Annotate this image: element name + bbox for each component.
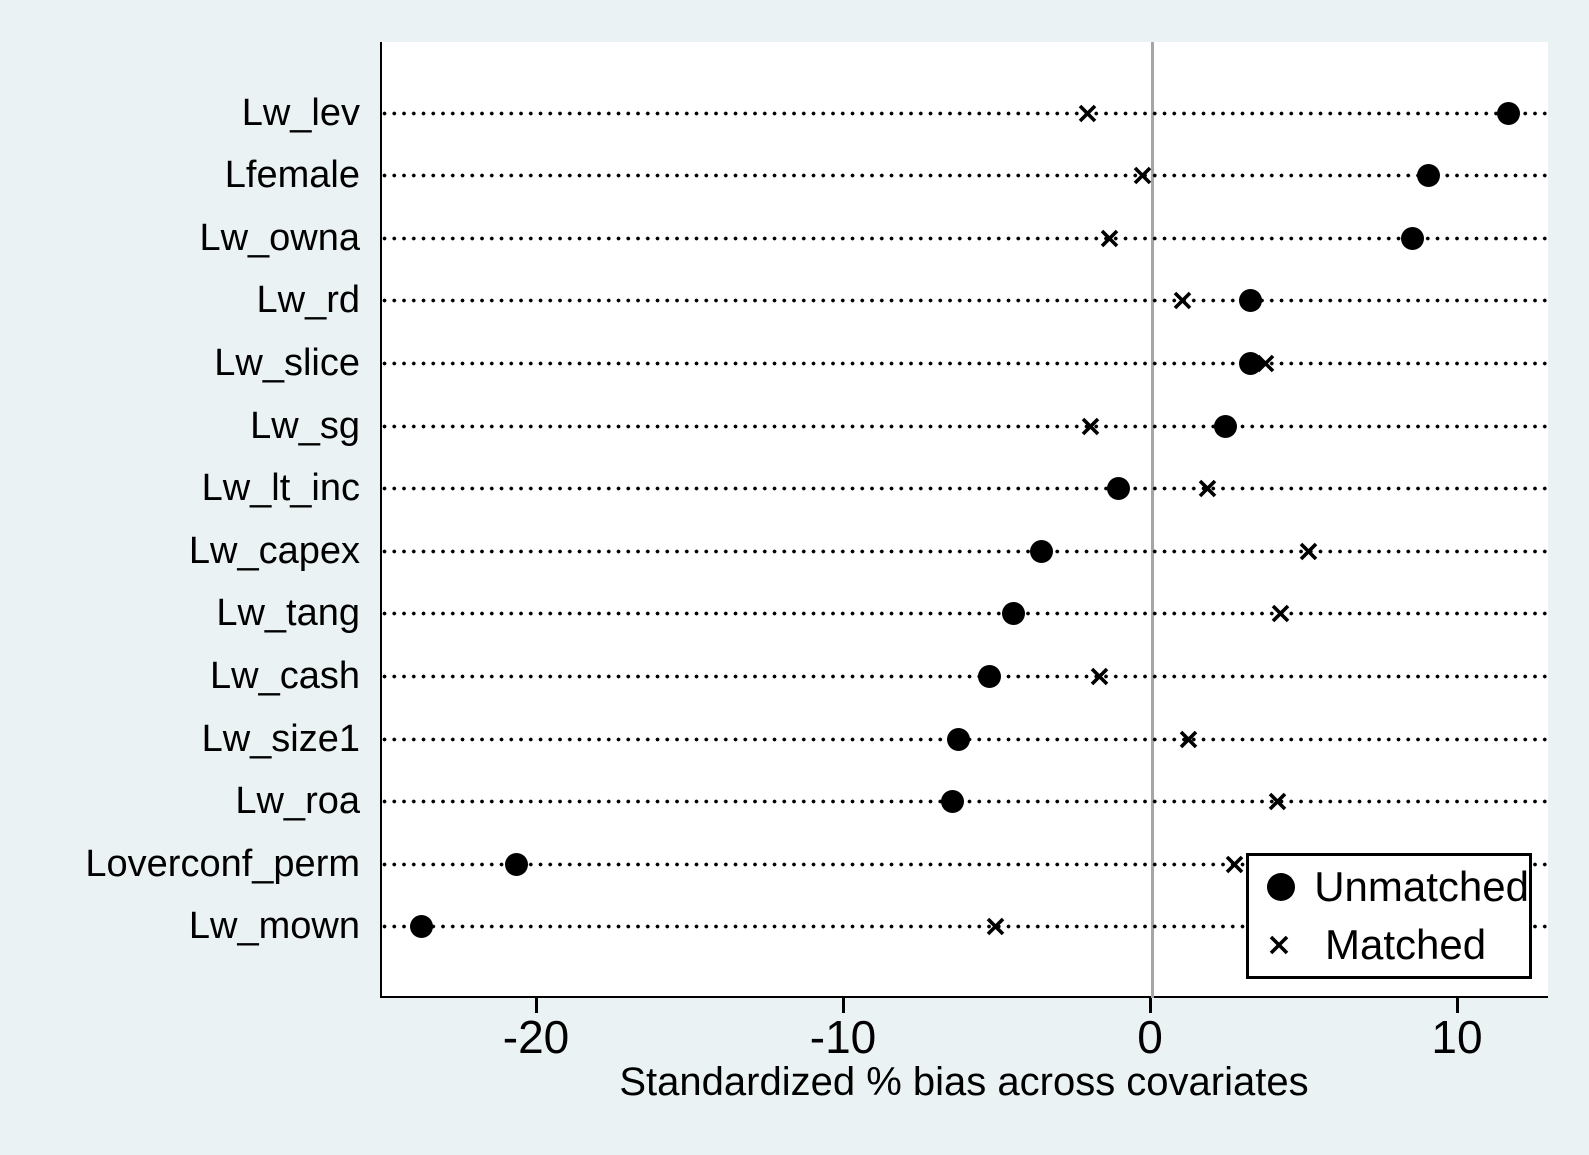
unmatched-marker: [1029, 539, 1053, 563]
legend-item-matched: Matched: [1267, 920, 1529, 970]
legend: Unmatched Matched: [1246, 853, 1532, 979]
matched-marker: [1197, 478, 1218, 499]
dotted-grid-row: [382, 360, 1548, 366]
x-axis-title: Standardized % bias across covariates: [619, 1060, 1309, 1104]
y-axis-label-Lw_tang: Lw_tang: [216, 592, 360, 635]
unmatched-marker: [1002, 602, 1026, 626]
unmatched-marker: [1401, 226, 1425, 250]
matched-marker: [1255, 353, 1276, 374]
matched-marker: [1224, 854, 1245, 875]
dotted-grid-row: [382, 611, 1548, 617]
dotted-grid-row: [382, 173, 1548, 179]
matched-marker: [1132, 165, 1153, 186]
matched-marker: [1080, 416, 1101, 437]
legend-label-unmatched: Unmatched: [1314, 863, 1529, 910]
plot-area: Unmatched Matched: [380, 42, 1548, 998]
x-axis-tick-label: -10: [809, 1011, 877, 1063]
unmatched-marker: [1416, 164, 1440, 188]
y-axis-label-Lw_owna: Lw_owna: [199, 216, 360, 259]
y-axis-label-Lw_lev: Lw_lev: [241, 91, 360, 134]
unmatched-marker: [409, 915, 433, 939]
dotted-grid-row: [382, 110, 1548, 116]
dotted-grid-row: [382, 799, 1548, 805]
x-axis-tick: [841, 998, 845, 1013]
y-axis-label-Lw_sg: Lw_sg: [250, 404, 360, 447]
unmatched-marker: [947, 727, 971, 751]
y-axis-label-Lw_lt_inc: Lw_lt_inc: [201, 467, 360, 510]
unmatched-marker: [1496, 101, 1520, 125]
unmatched-marker: [1106, 477, 1130, 501]
x-axis-tick: [1455, 998, 1459, 1013]
matched-marker: [1172, 290, 1193, 311]
matched-marker: [1298, 541, 1319, 562]
dotted-grid-row: [382, 423, 1548, 429]
y-axis-label-Lw_cash: Lw_cash: [210, 655, 360, 698]
dotted-grid-row: [382, 298, 1548, 304]
y-axis-label-Loverconf_perm: Loverconf_perm: [85, 842, 360, 885]
y-axis-label-Lfemale: Lfemale: [224, 154, 360, 197]
matched-marker: [1270, 603, 1291, 624]
y-axis-label-Lw_slice: Lw_slice: [214, 341, 360, 384]
matched-marker: [1077, 103, 1098, 124]
matched-x-icon: [1267, 933, 1325, 957]
matched-marker: [985, 916, 1006, 937]
y-axis-label-Lw_capex: Lw_capex: [188, 529, 360, 572]
unmatched-marker: [505, 852, 528, 876]
matched-marker: [1099, 228, 1120, 249]
unmatched-marker: [1214, 414, 1238, 438]
x-axis-tick: [534, 998, 538, 1013]
x-axis-tick: [1148, 998, 1152, 1013]
matched-marker: [1267, 791, 1288, 812]
unmatched-marker: [977, 665, 1001, 689]
y-axis-label-Lw_roa: Lw_roa: [235, 780, 360, 823]
matched-marker: [1089, 666, 1110, 687]
legend-item-unmatched: Unmatched: [1267, 862, 1529, 912]
unmatched-marker: [940, 790, 964, 814]
dotted-grid-row: [382, 235, 1548, 241]
matched-marker: [1178, 729, 1199, 750]
dotted-grid-row: [382, 924, 1548, 930]
y-axis-label-Lw_rd: Lw_rd: [256, 279, 361, 322]
y-axis-label-Lw_mown: Lw_mown: [188, 905, 360, 948]
dotted-grid-row: [382, 674, 1548, 680]
zero-reference-line: [1150, 42, 1154, 998]
x-axis-tick-label: -20: [502, 1011, 570, 1063]
dotted-grid-row: [382, 548, 1548, 554]
unmatched-circle-icon: [1267, 873, 1314, 901]
x-axis-tick-label: 0: [1137, 1011, 1163, 1063]
unmatched-marker: [1238, 289, 1262, 313]
unmatched-marker: [1238, 351, 1262, 375]
y-axis-label-Lw_size1: Lw_size1: [201, 717, 360, 760]
dotted-grid-row: [382, 861, 1548, 867]
dotted-grid-row: [382, 486, 1548, 492]
legend-label-matched: Matched: [1325, 921, 1487, 968]
x-axis-tick-label: 10: [1431, 1011, 1483, 1063]
